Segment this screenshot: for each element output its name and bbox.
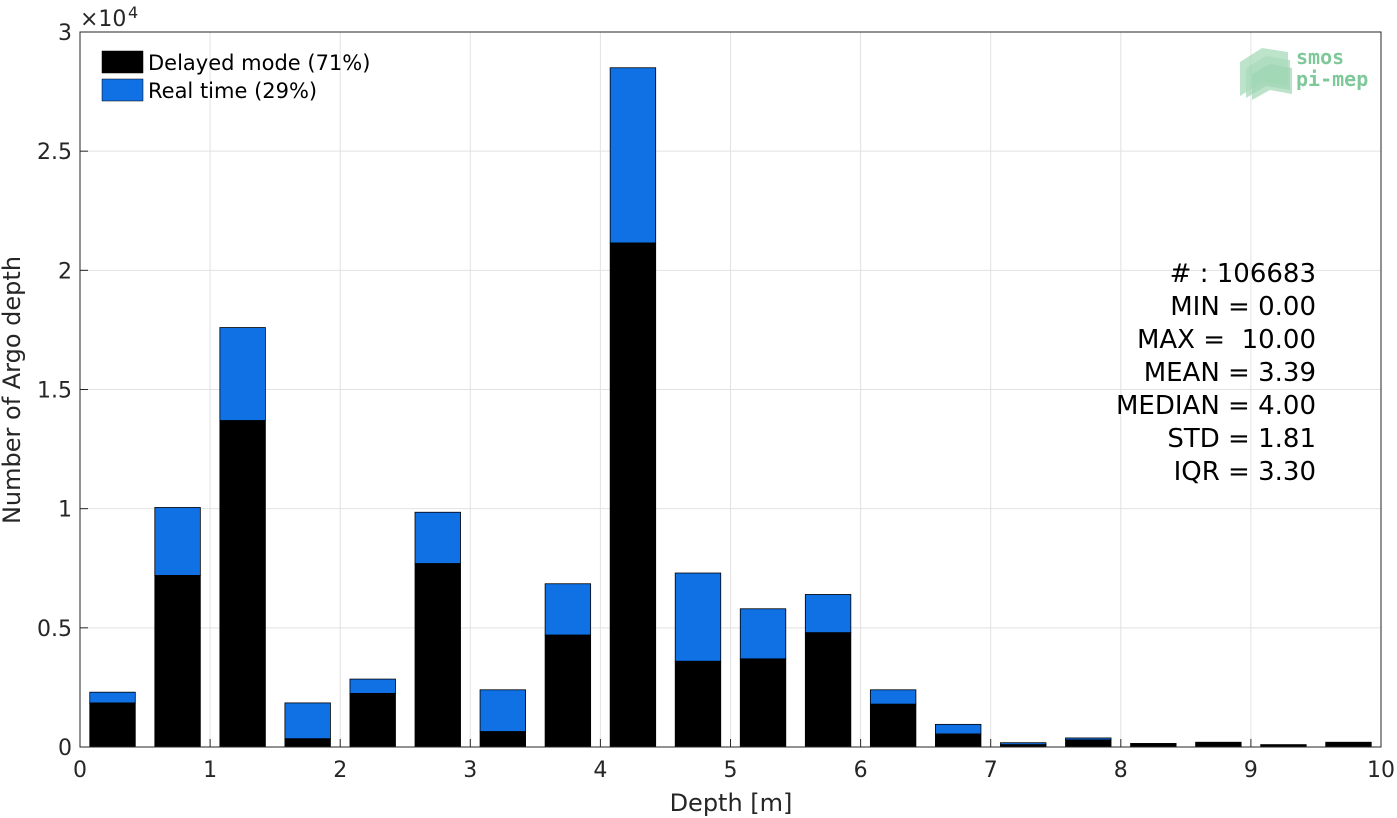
- bars: [89, 67, 1372, 748]
- bar-delayed-mode: [219, 420, 266, 748]
- legend-swatch-realtime: [101, 78, 144, 102]
- bar-delayed-mode: [284, 738, 331, 748]
- bar-delayed-mode: [544, 634, 592, 748]
- bar-delayed-mode: [739, 658, 787, 748]
- y-tick-label: 0: [58, 736, 72, 761]
- bar-delayed-mode: [154, 575, 201, 748]
- logo-line2: pi-mep: [1296, 67, 1368, 91]
- y-tick-label: 0.5: [37, 617, 72, 642]
- bar-real-time: [219, 327, 266, 421]
- bar-delayed-mode: [804, 632, 852, 748]
- bar-delayed-mode: [349, 692, 396, 748]
- bar-real-time: [89, 691, 136, 704]
- bar-real-time: [544, 583, 592, 636]
- bar-delayed-mode: [89, 702, 136, 748]
- bar-delayed-mode: [1325, 741, 1372, 748]
- bar-delayed-mode: [609, 242, 657, 748]
- x-tick-label: 0: [73, 758, 87, 783]
- bar-delayed-mode: [1130, 743, 1177, 748]
- legend-label-delayed: Delayed mode (71%): [148, 51, 370, 75]
- x-tick-label: 9: [1244, 758, 1258, 783]
- legend-label-realtime: Real time (29%): [148, 79, 317, 103]
- bar-real-time: [739, 608, 787, 660]
- legend-swatch-delayed: [101, 50, 144, 74]
- stats-line: MEAN = 3.39: [1144, 358, 1316, 388]
- bar-real-time: [804, 594, 852, 634]
- y-tick-label: 1: [58, 498, 72, 523]
- x-axis-ticks: 0 1 2 3 4 5 6 7 8 9 10: [73, 739, 1395, 783]
- bar-delayed-mode: [935, 733, 982, 748]
- logo-line1: smos: [1296, 45, 1344, 69]
- y-exponent-power: 4: [128, 3, 138, 22]
- bar-real-time: [284, 702, 331, 740]
- x-tick-label: 2: [333, 758, 347, 783]
- stats-line: IQR = 3.30: [1174, 457, 1316, 487]
- bar-delayed-mode: [1195, 741, 1242, 748]
- bar-delayed-mode: [479, 731, 526, 748]
- stats-line: STD = 1.81: [1167, 424, 1316, 454]
- x-tick-label: 7: [984, 758, 998, 783]
- x-tick-label: 5: [724, 758, 738, 783]
- bar-delayed-mode: [869, 703, 917, 748]
- stats-line: MAX = 10.00: [1137, 325, 1316, 355]
- bar-real-time: [154, 507, 201, 576]
- bar-delayed-mode: [674, 660, 722, 748]
- bar-real-time: [609, 67, 657, 244]
- stats-line: MEDIAN = 4.00: [1116, 391, 1316, 421]
- x-tick-label: 10: [1367, 758, 1395, 783]
- bar-real-time: [479, 689, 526, 732]
- bar-delayed-mode: [1065, 739, 1112, 748]
- y-axis-label: Number of Argo depth: [0, 256, 26, 524]
- logo-wave-icon: [1240, 48, 1292, 100]
- smos-pi-mep-logo: smos pi-mep: [1240, 45, 1368, 100]
- x-tick-label: 3: [463, 758, 477, 783]
- bar-real-time: [869, 689, 917, 705]
- y-tick-label: 3: [58, 21, 72, 46]
- bar-real-time: [1065, 737, 1112, 741]
- bar-real-time: [674, 572, 722, 662]
- x-axis-label: Depth [m]: [670, 789, 793, 817]
- x-tick-label: 8: [1114, 758, 1128, 783]
- x-tick-label: 1: [203, 758, 217, 783]
- stats-line: # : 106683: [1170, 259, 1316, 289]
- bar-real-time: [414, 511, 461, 564]
- bar-delayed-mode: [414, 563, 461, 748]
- y-exponent-label: ×10: [80, 7, 126, 32]
- y-axis-ticks: 0 0.5 1 1.5 2 2.5 3: [37, 21, 88, 761]
- bar-real-time: [935, 723, 982, 735]
- y-tick-label: 2: [58, 259, 72, 284]
- y-tick-label: 1.5: [37, 379, 72, 404]
- stats-line: MIN = 0.00: [1170, 292, 1316, 322]
- y-tick-label: 2.5: [37, 140, 72, 165]
- bar-real-time: [1000, 742, 1047, 746]
- x-tick-label: 4: [593, 758, 607, 783]
- x-tick-label: 6: [854, 758, 868, 783]
- legend: Delayed mode (71%) Real time (29%): [101, 50, 370, 103]
- bar-real-time: [349, 678, 396, 694]
